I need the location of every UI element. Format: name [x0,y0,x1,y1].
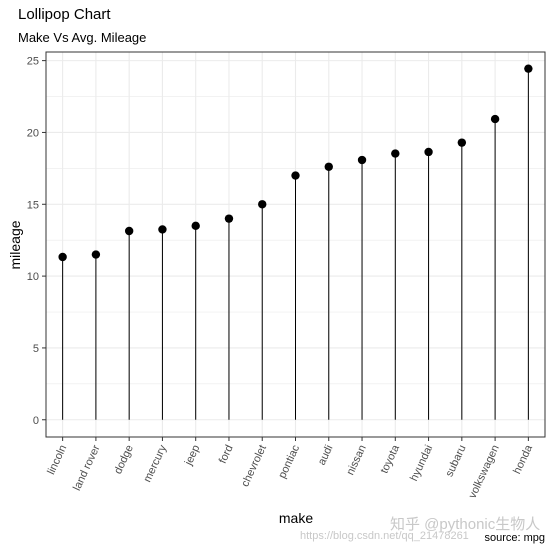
lollipop-point [191,221,200,231]
x-tick-label: mercury [141,443,169,485]
lollipop-points [58,64,533,262]
y-axis-label: mileage [7,220,23,269]
watermark-url: https://blog.csdn.net/qq_21478261 [300,530,469,542]
lollipop-point [291,171,300,180]
y-tick-label: 5 [33,343,39,355]
lollipop-stems [62,68,529,420]
lollipop-point [424,147,433,157]
lollipop-point [124,226,134,236]
lollipop-point [224,214,234,223]
chart-caption: source: mpg [484,532,545,544]
lollipop-point [58,252,67,262]
x-tick-label: ford [217,443,236,465]
x-tick-label: pontiac [276,443,302,481]
lollipop-point [391,149,400,158]
x-tick-label: audi [316,443,336,467]
x-tick-label: nissan [344,443,368,477]
x-axis: lincoln land rover dodge mercury jeep ford che… [45,437,535,500]
y-tick-label: 15 [27,199,39,211]
x-tick-label: dodge [112,443,136,476]
x-tick-label: lincoln [45,443,69,476]
x-tick-label: land rover [71,443,103,493]
x-tick-label: honda [511,442,535,476]
lollipop-point [357,155,367,165]
lollipop-point [158,225,167,234]
y-tick-label: 0 [33,415,39,427]
x-axis-label: make [279,510,313,526]
x-tick-label: hyundai [408,443,435,483]
lollipop-point [258,200,267,209]
chart-title: Lollipop Chart [18,6,111,23]
watermark: 知乎 @pythonic生物人 [390,516,541,533]
lollipop-point [324,162,333,171]
y-tick-label: 20 [27,127,39,139]
chart-subtitle: Make Vs Avg. Mileage [18,30,147,45]
x-tick-label: jeep [182,443,202,468]
lollipop-point [490,114,500,124]
x-tick-label: chevrolet [239,443,269,489]
x-tick-label: volkswagen [467,443,502,500]
y-axis: 0 5 10 15 20 25 [27,56,46,427]
x-tick-label: subaru [443,443,468,479]
y-tick-label: 25 [27,56,39,68]
lollipop-point [524,64,533,73]
lollipop-point [91,250,101,259]
x-tick-label: toyota [378,442,402,475]
y-tick-label: 10 [27,271,39,283]
lollipop-point [457,138,467,147]
